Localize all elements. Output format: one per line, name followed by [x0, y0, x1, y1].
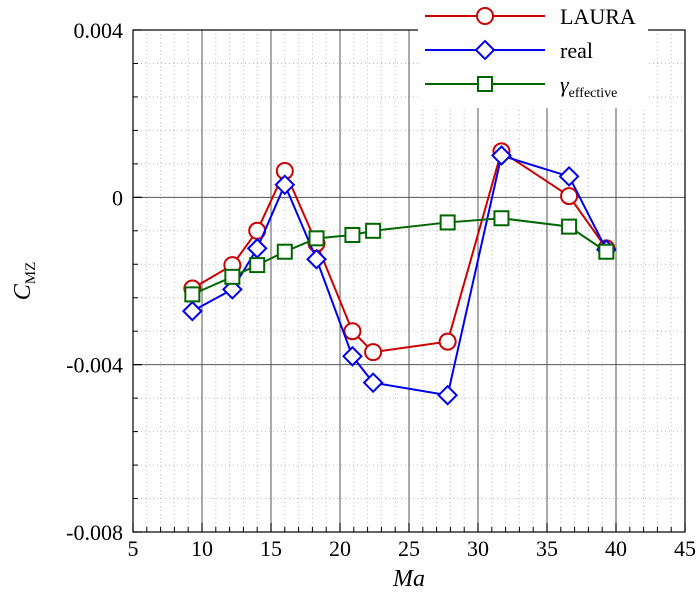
- legend: LAURA real γeffective: [418, 0, 648, 108]
- data-point: [224, 268, 241, 285]
- data-point: [558, 166, 580, 187]
- y-tick-label: 0.004: [74, 18, 124, 43]
- data-point: [598, 243, 615, 260]
- data-point: [181, 300, 203, 322]
- legend-marker: [474, 39, 496, 61]
- legend-marker: [477, 76, 493, 92]
- data-point: [439, 214, 456, 231]
- data-point: [491, 145, 512, 166]
- data-point: [221, 278, 243, 300]
- y-tick-label: -0.004: [66, 353, 123, 378]
- series-1: [181, 145, 617, 406]
- series-group: [181, 142, 617, 406]
- data-point: [560, 187, 579, 206]
- x-tick-label: 35: [536, 536, 558, 561]
- legend-marker: [476, 7, 494, 25]
- legend-item: real: [425, 38, 593, 63]
- x-tick-label: 40: [605, 536, 627, 561]
- data-point: [362, 372, 384, 394]
- legend-item: γeffective: [425, 72, 617, 101]
- data-point: [342, 345, 363, 367]
- data-point: [308, 230, 325, 247]
- x-axis-label: Ma: [392, 566, 425, 592]
- data-point: [249, 257, 266, 274]
- data-point: [274, 174, 296, 196]
- x-tick-label: 30: [467, 536, 489, 561]
- data-point: [306, 248, 327, 270]
- x-tick-label: 20: [329, 536, 351, 561]
- y-axis-label: CMZ: [10, 262, 39, 301]
- data-point: [493, 210, 510, 227]
- legend-item: LAURA: [425, 4, 636, 29]
- y-tick-label: -0.008: [66, 520, 123, 545]
- x-tick-label: 15: [260, 536, 282, 561]
- data-point: [438, 332, 457, 351]
- data-point: [343, 322, 362, 341]
- tick-labels: 5 10 15 20 25 30 35 40 45 -0.008 -0.004 0 0.004: [66, 18, 696, 561]
- legend-label: real: [560, 38, 593, 63]
- data-point: [184, 286, 201, 303]
- x-tick-label: 5: [128, 536, 139, 561]
- x-tick-label: 25: [398, 536, 420, 561]
- data-point: [344, 226, 361, 243]
- y-axis-label-main: C: [10, 283, 36, 300]
- series-2: [184, 210, 615, 303]
- data-point: [364, 343, 383, 362]
- axis-ticks: [132, 29, 686, 533]
- x-tick-label: 10: [191, 536, 213, 561]
- data-point: [365, 222, 382, 239]
- data-point: [276, 243, 293, 260]
- series-0: [183, 142, 616, 362]
- y-tick-label: 0: [112, 185, 123, 210]
- legend-background: [418, 0, 648, 108]
- data-point: [437, 384, 459, 406]
- legend-label: γeffective: [560, 72, 617, 101]
- plot-frame: [132, 29, 686, 533]
- data-point: [561, 218, 578, 235]
- data-point: [246, 237, 268, 259]
- y-axis-label-sub: MZ: [23, 262, 39, 285]
- x-tick-label: 45: [674, 536, 696, 561]
- legend-label: LAURA: [560, 4, 636, 29]
- series-line: [191, 154, 608, 397]
